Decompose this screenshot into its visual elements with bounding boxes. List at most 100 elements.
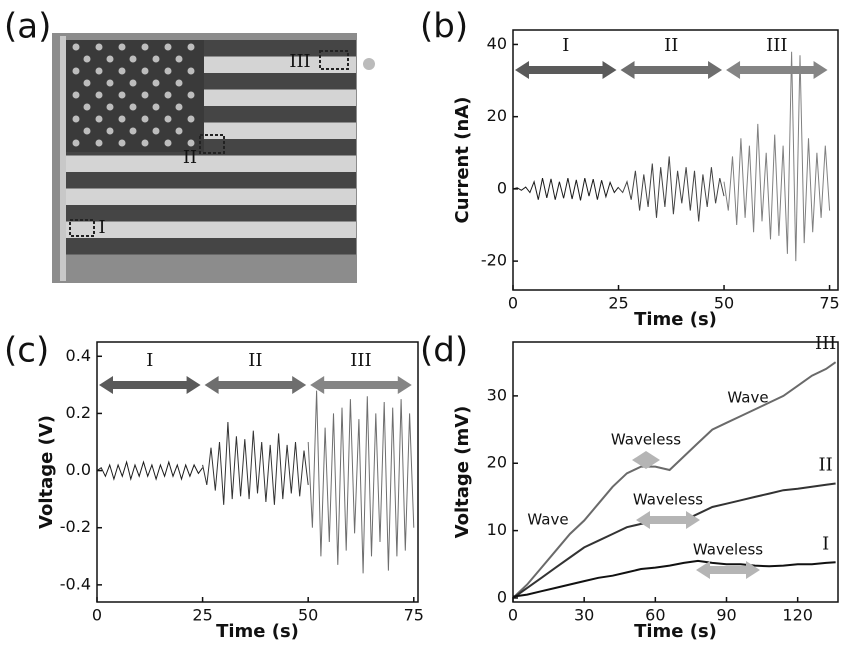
arrow bbox=[310, 376, 412, 394]
star bbox=[164, 115, 172, 123]
stripe bbox=[66, 205, 356, 222]
star bbox=[187, 67, 195, 75]
x-tick-label: 25 bbox=[608, 294, 628, 313]
star bbox=[141, 43, 149, 51]
x-tick-label: 0 bbox=[92, 606, 102, 625]
star bbox=[95, 115, 103, 123]
star bbox=[72, 67, 80, 75]
panel-label: (a) bbox=[4, 7, 51, 47]
x-tick-label: 0 bbox=[508, 606, 518, 625]
y-tick-label: -0.2 bbox=[60, 517, 91, 536]
star bbox=[129, 55, 137, 63]
series-line bbox=[202, 421, 309, 505]
arrow bbox=[99, 376, 201, 394]
y-tick-label: 0.0 bbox=[66, 460, 91, 479]
y-tick-label: 20 bbox=[487, 106, 507, 125]
stripe bbox=[66, 221, 356, 238]
plot-frame bbox=[96, 341, 419, 603]
region-box bbox=[69, 219, 95, 237]
series-line bbox=[512, 177, 619, 201]
star bbox=[106, 55, 114, 63]
y-tick-label: 10 bbox=[487, 520, 507, 539]
star bbox=[95, 139, 103, 147]
panel-label: (b) bbox=[420, 7, 468, 47]
star bbox=[141, 91, 149, 99]
star bbox=[164, 43, 172, 51]
arrow bbox=[620, 61, 723, 79]
y-tick-label: 0 bbox=[497, 178, 507, 197]
star bbox=[83, 55, 91, 63]
star bbox=[106, 79, 114, 87]
region-box bbox=[319, 50, 349, 70]
plot-frame bbox=[512, 341, 839, 603]
star bbox=[152, 127, 160, 135]
annotation: Waveless bbox=[611, 431, 681, 449]
star bbox=[72, 115, 80, 123]
region-label: III bbox=[289, 51, 310, 72]
arrow bbox=[515, 61, 617, 79]
star bbox=[95, 43, 103, 51]
x-tick-label: 25 bbox=[192, 606, 212, 625]
star bbox=[152, 103, 160, 111]
star bbox=[95, 91, 103, 99]
series-label: I bbox=[822, 533, 829, 554]
y-tick-label: 40 bbox=[487, 34, 507, 53]
star bbox=[141, 115, 149, 123]
series-label: II bbox=[819, 454, 833, 475]
x-tick-label: 75 bbox=[819, 294, 839, 313]
y-tick-label: 30 bbox=[487, 385, 507, 404]
star bbox=[187, 115, 195, 123]
y-tick-label: 0.2 bbox=[66, 403, 91, 422]
star bbox=[83, 127, 91, 135]
star bbox=[152, 55, 160, 63]
flag-pole bbox=[60, 36, 66, 281]
stripe bbox=[66, 172, 356, 189]
star bbox=[106, 127, 114, 135]
star bbox=[118, 67, 126, 75]
star bbox=[129, 127, 137, 135]
star bbox=[129, 79, 137, 87]
star bbox=[118, 115, 126, 123]
x-tick-label: 50 bbox=[298, 606, 318, 625]
y-axis-label: Current (nA) bbox=[452, 97, 473, 224]
stripe bbox=[66, 155, 356, 172]
y-tick-label: -0.4 bbox=[60, 574, 91, 593]
series-label: I bbox=[562, 35, 569, 56]
star bbox=[164, 139, 172, 147]
x-axis-label: Time (s) bbox=[634, 309, 717, 330]
region-label: I bbox=[98, 217, 105, 238]
series-label: III bbox=[766, 35, 787, 56]
star bbox=[118, 43, 126, 51]
star bbox=[95, 67, 103, 75]
arrow bbox=[204, 376, 307, 394]
panel-label: (d) bbox=[420, 331, 468, 371]
y-tick-label: 20 bbox=[487, 453, 507, 472]
star bbox=[83, 103, 91, 111]
stripe bbox=[66, 188, 356, 205]
x-axis-label: Time (s) bbox=[634, 621, 717, 642]
annotation: Wave bbox=[527, 511, 568, 529]
y-tick-label: 0 bbox=[497, 587, 507, 606]
star bbox=[72, 139, 80, 147]
star bbox=[175, 127, 183, 135]
region-label: II bbox=[183, 147, 197, 168]
x-tick-label: 120 bbox=[782, 606, 813, 625]
series-label: II bbox=[248, 350, 262, 371]
star bbox=[83, 79, 91, 87]
star bbox=[72, 91, 80, 99]
annotation: Waveless bbox=[693, 541, 763, 559]
y-tick-label: -20 bbox=[481, 251, 507, 270]
series-line bbox=[512, 559, 836, 598]
star bbox=[152, 79, 160, 87]
star bbox=[187, 43, 195, 51]
series-line bbox=[512, 361, 837, 599]
star bbox=[175, 55, 183, 63]
arrow bbox=[696, 561, 760, 579]
arrow bbox=[636, 511, 700, 529]
star bbox=[187, 91, 195, 99]
x-tick-label: 0 bbox=[508, 294, 518, 313]
series-label: III bbox=[815, 333, 836, 354]
x-tick-label: 30 bbox=[574, 606, 594, 625]
star bbox=[175, 79, 183, 87]
